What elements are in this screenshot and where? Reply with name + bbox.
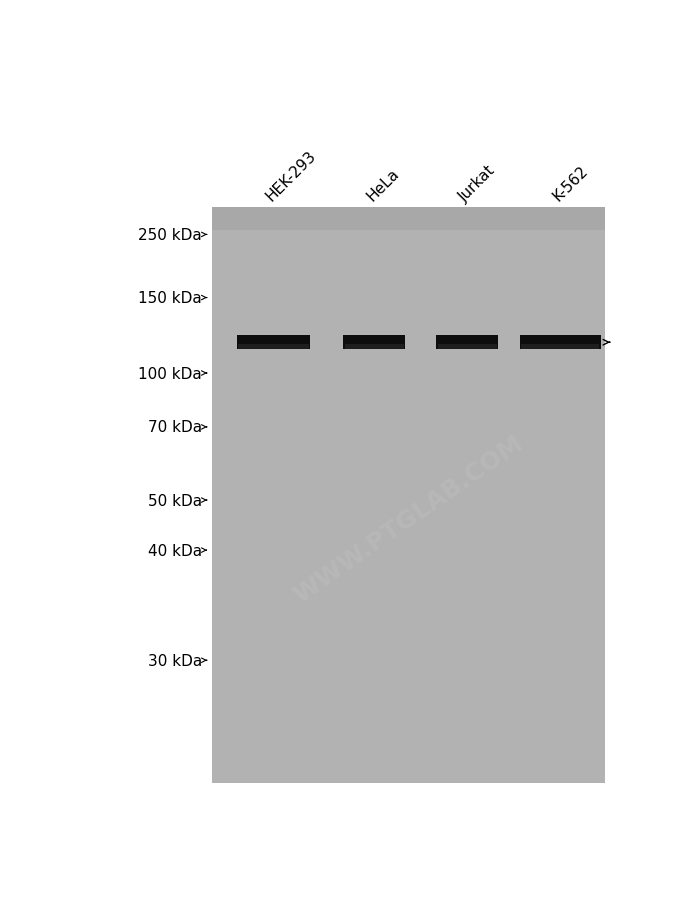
Text: 40 kDa: 40 kDa: [148, 543, 202, 558]
Text: 70 kDa: 70 kDa: [148, 420, 202, 435]
Bar: [237, 336, 310, 350]
Bar: [519, 336, 601, 350]
Text: K-562: K-562: [550, 163, 591, 205]
Bar: [521, 345, 599, 350]
Text: 50 kDa: 50 kDa: [148, 493, 202, 508]
Text: WWW.PTGLAB.COM: WWW.PTGLAB.COM: [289, 430, 528, 607]
Bar: [211, 208, 606, 784]
Text: HeLa: HeLa: [363, 166, 402, 205]
Bar: [238, 345, 309, 350]
Text: Jurkat: Jurkat: [456, 162, 498, 205]
Bar: [211, 208, 606, 231]
Bar: [343, 336, 405, 350]
Bar: [438, 345, 497, 350]
Text: 250 kDa: 250 kDa: [139, 227, 202, 243]
Bar: [345, 345, 404, 350]
Text: 150 kDa: 150 kDa: [139, 290, 202, 306]
Text: HEK-293: HEK-293: [263, 149, 318, 205]
Text: 100 kDa: 100 kDa: [139, 366, 202, 381]
Bar: [436, 336, 498, 350]
Text: 30 kDa: 30 kDa: [148, 653, 202, 668]
